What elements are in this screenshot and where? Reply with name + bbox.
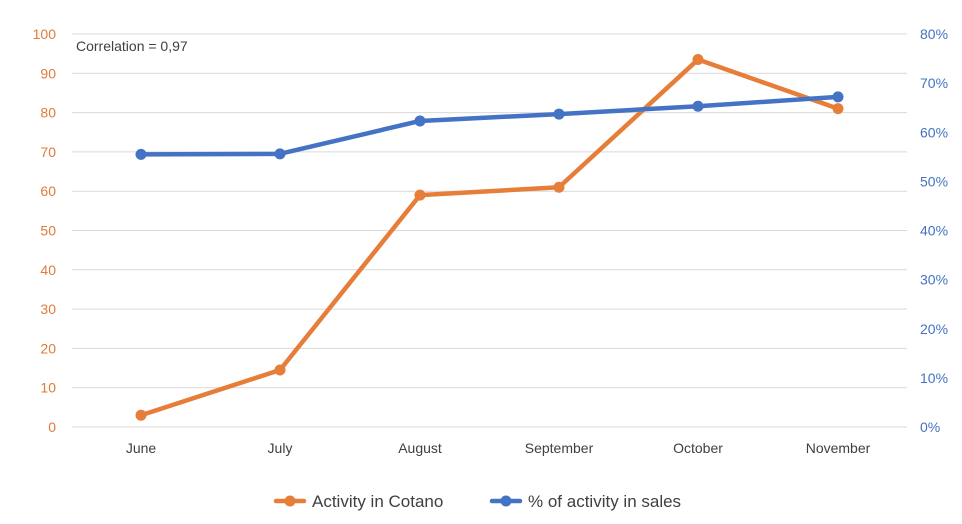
data-point [414, 115, 426, 127]
right-tick-label: 80% [920, 26, 948, 42]
left-tick-label: 20 [40, 340, 56, 356]
x-tick-label: August [398, 440, 442, 456]
left-tick-label: 40 [40, 262, 56, 278]
left-axis-ticks: 0 10 20 30 40 50 60 70 80 90 100 [33, 26, 57, 435]
right-tick-label: 70% [920, 75, 948, 91]
series-line [138, 94, 841, 157]
left-tick-label: 80 [40, 105, 56, 121]
gridlines [72, 33, 907, 428]
correlation-annotation: Correlation = 0,97 [76, 38, 188, 54]
legend-item: Activity in Cotano [273, 492, 443, 511]
data-point [692, 54, 704, 66]
x-tick-label: June [126, 440, 157, 456]
left-tick-label: 0 [48, 419, 56, 435]
left-tick-label: 50 [40, 223, 56, 239]
x-tick-label: July [268, 440, 293, 456]
legend: Activity in Cotano % of activity in sales [273, 492, 681, 511]
right-tick-label: 60% [920, 124, 948, 140]
data-point [135, 409, 147, 421]
x-tick-label: October [673, 440, 723, 456]
right-tick-label: 0% [920, 419, 940, 435]
left-tick-label: 30 [40, 301, 56, 317]
right-tick-label: 40% [920, 223, 948, 239]
data-point [832, 103, 844, 115]
right-tick-label: 10% [920, 370, 948, 386]
series-2 [135, 91, 844, 160]
left-tick-label: 60 [40, 183, 56, 199]
legend-swatch-marker [284, 495, 296, 507]
data-point [832, 91, 844, 103]
right-axis-ticks: 0% 10% 20% 30% 40% 50% 60% 70% 80% [920, 26, 948, 435]
data-point [553, 181, 565, 193]
left-tick-label: 10 [40, 380, 56, 396]
right-tick-label: 30% [920, 272, 948, 288]
left-tick-label: 100 [33, 26, 57, 42]
left-tick-label: 70 [40, 144, 56, 160]
legend-swatch-marker [500, 495, 512, 507]
series-lines [135, 54, 844, 421]
data-point [692, 100, 704, 112]
legend-label: % of activity in sales [528, 492, 681, 511]
right-tick-label: 20% [920, 321, 948, 337]
x-tick-label: September [525, 440, 594, 456]
data-point [414, 189, 426, 201]
series-line [138, 57, 841, 418]
data-point [274, 148, 286, 160]
left-tick-label: 90 [40, 65, 56, 81]
data-point [274, 364, 286, 376]
data-point [553, 108, 565, 120]
x-tick-label: November [806, 440, 871, 456]
right-tick-label: 50% [920, 173, 948, 189]
legend-label: Activity in Cotano [312, 492, 443, 511]
data-point [135, 148, 147, 160]
x-axis-ticks: June July August September October November [126, 440, 871, 456]
legend-item: % of activity in sales [489, 492, 681, 511]
series-1 [135, 54, 844, 421]
